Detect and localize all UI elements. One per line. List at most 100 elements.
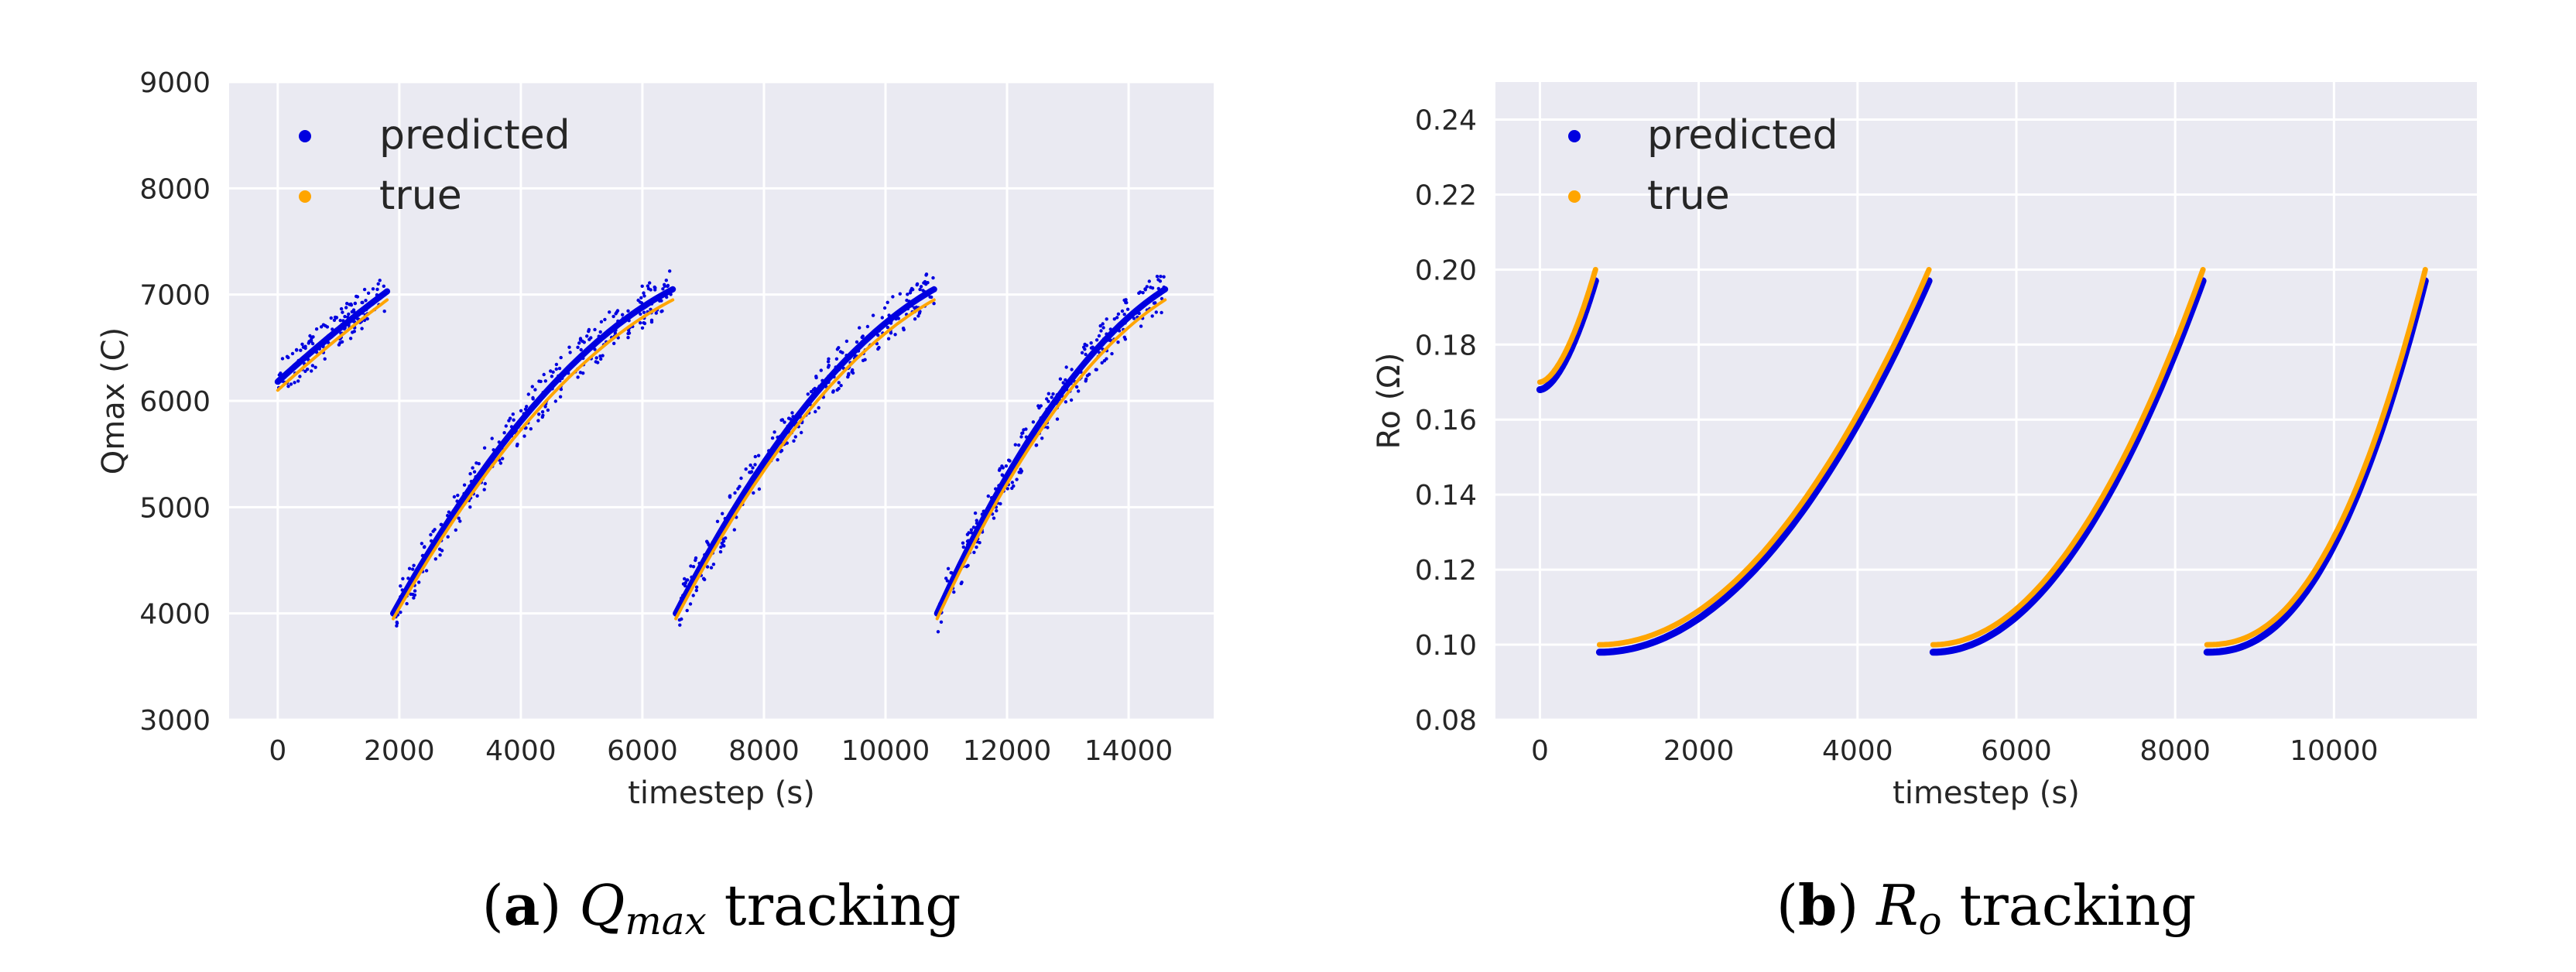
data-point <box>382 284 385 288</box>
tick-labels-b: 0 2000 4000 6000 8000 10000 0.08 0.10 0.12 0.14 0.… <box>1415 104 2379 767</box>
data-point <box>749 470 754 474</box>
data-point <box>851 368 855 372</box>
data-point <box>831 390 835 394</box>
data-point <box>679 596 683 601</box>
data-point <box>1019 471 1023 474</box>
y-tick-label: 3000 <box>139 705 211 737</box>
data-point <box>616 319 620 323</box>
legend-a: predicted true <box>299 112 570 219</box>
data-point <box>317 344 321 347</box>
data-point <box>1067 383 1070 387</box>
data-point <box>522 434 526 438</box>
data-point <box>347 312 351 317</box>
data-point <box>615 309 620 313</box>
data-point <box>834 369 838 374</box>
caption-a-symbol: Q <box>579 873 625 938</box>
series-true-line <box>1536 266 1598 385</box>
data-point <box>691 565 696 569</box>
data-point <box>908 291 913 295</box>
data-point <box>594 356 598 360</box>
data-point <box>1122 313 1126 317</box>
data-point <box>438 553 442 557</box>
data-point <box>789 422 793 426</box>
data-point <box>994 487 998 491</box>
data-point <box>1000 473 1005 477</box>
data-point <box>1116 312 1121 316</box>
data-point <box>1151 296 1156 299</box>
data-point <box>1101 337 1106 341</box>
data-point <box>290 367 294 371</box>
data-point <box>944 577 948 580</box>
y-tick-label: 9000 <box>139 67 211 99</box>
legend-marker-true-a <box>299 190 311 203</box>
data-point <box>826 365 831 369</box>
x-tick-label: 10000 <box>2290 735 2379 767</box>
data-point <box>817 385 821 388</box>
data-point <box>1020 431 1024 436</box>
data-point <box>597 334 601 338</box>
data-point <box>596 361 600 364</box>
data-point <box>1145 285 1149 289</box>
data-point <box>752 491 755 495</box>
data-point <box>338 318 342 323</box>
x-tick-label: 0 <box>269 735 286 767</box>
data-point <box>1098 323 1102 328</box>
data-point <box>966 539 971 542</box>
data-point <box>500 446 504 450</box>
data-point <box>616 323 621 327</box>
data-point <box>838 368 841 371</box>
data-point <box>598 330 602 334</box>
data-point <box>542 372 546 377</box>
data-point <box>311 335 315 339</box>
data-point <box>1141 305 1145 309</box>
data-point <box>876 347 880 351</box>
data-point <box>540 415 544 419</box>
y-tick-label: 0.20 <box>1415 255 1477 286</box>
data-point <box>676 604 680 609</box>
data-point <box>511 412 515 416</box>
data-point <box>837 381 841 385</box>
data-point <box>296 379 300 383</box>
data-point <box>482 446 487 450</box>
data-point <box>1154 310 1159 314</box>
data-point <box>323 357 327 361</box>
data-point <box>898 292 903 296</box>
data-point <box>871 313 875 317</box>
data-point <box>860 335 864 340</box>
data-point <box>455 499 459 503</box>
data-point <box>723 523 727 527</box>
data-point <box>1084 352 1088 357</box>
series-predicted-line <box>274 288 391 385</box>
data-point <box>718 549 723 554</box>
data-point <box>420 542 424 546</box>
data-point <box>516 425 520 429</box>
data-point <box>803 406 807 410</box>
x-tick-label: 6000 <box>607 735 678 767</box>
data-point <box>649 318 654 322</box>
data-point <box>526 392 530 396</box>
data-point <box>1084 344 1089 347</box>
data-point <box>346 315 350 319</box>
data-point <box>568 351 572 354</box>
data-point <box>433 528 437 532</box>
data-point <box>468 484 471 488</box>
data-point <box>915 282 919 287</box>
x-tick-label: 2000 <box>364 735 435 767</box>
data-point <box>331 327 334 331</box>
data-point <box>461 494 465 498</box>
data-point <box>512 418 516 422</box>
data-point <box>456 493 460 498</box>
data-point <box>288 370 292 374</box>
data-point <box>827 375 831 378</box>
data-point <box>530 385 534 388</box>
data-point <box>1046 426 1050 430</box>
data-point <box>1160 310 1163 315</box>
data-point <box>791 415 795 419</box>
data-point <box>1102 359 1107 363</box>
data-point <box>351 330 355 334</box>
data-point <box>1150 314 1154 318</box>
data-point <box>1120 309 1125 313</box>
data-point <box>539 379 543 384</box>
data-point <box>546 408 550 412</box>
data-point <box>1105 332 1108 336</box>
